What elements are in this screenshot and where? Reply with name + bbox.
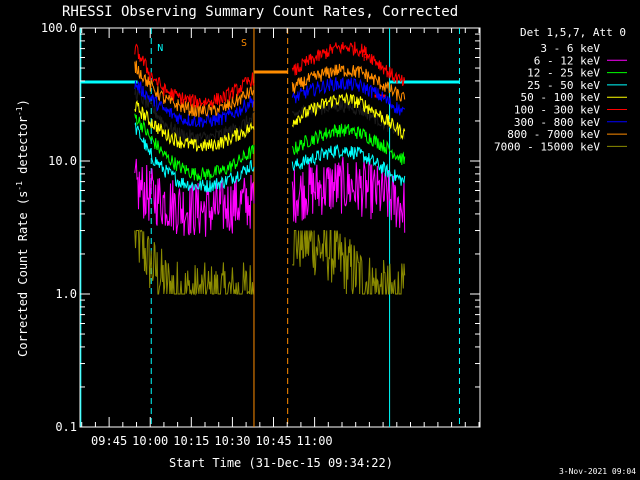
series-trace: [134, 92, 406, 152]
series-path: [134, 100, 255, 152]
legend-header: Det 1,5,7, Att 0: [520, 26, 626, 39]
x-tick-label: 10:00: [132, 434, 168, 448]
series-path: [291, 123, 406, 166]
series-path: [291, 76, 406, 116]
y-axis-label-sup: -1: [15, 181, 24, 191]
plot-frame: [79, 27, 481, 428]
y-tick-label: 0.1: [55, 420, 77, 434]
series-path: [291, 41, 406, 87]
series-trace: [134, 229, 406, 296]
legend-label: 800 - 7000 keV: [507, 128, 600, 141]
x-tick-label: 10:15: [173, 434, 209, 448]
legend-label: 300 - 800 keV: [514, 116, 600, 129]
y-axis-label-sup2: -1: [15, 106, 24, 116]
series-path: [291, 63, 406, 102]
y-axis-label: Corrected Count Rate (s-1 detector-1): [15, 99, 30, 357]
series-path: [134, 121, 255, 193]
marker-label: F: [363, 53, 369, 64]
series-path: [134, 60, 255, 118]
time-note: 3-Nov-2021 09:04: [559, 467, 636, 476]
x-tick-label: 10:30: [214, 434, 250, 448]
series-path: [291, 92, 406, 141]
y-tick-label: 1.0: [55, 287, 77, 301]
y-tick-label: 100.0: [41, 21, 77, 35]
series-path: [134, 43, 255, 108]
x-axis-label: Start Time (31-Dec-15 09:34:22): [169, 456, 393, 470]
x-tick-label: 10:45: [255, 434, 291, 448]
series-trace: [134, 121, 406, 193]
legend-label: 50 - 100 keV: [521, 91, 601, 104]
legend-label: 100 - 300 keV: [514, 104, 600, 117]
chart-title: RHESSI Observing Summary Count Rates, Co…: [62, 4, 458, 20]
series-trace: [134, 60, 406, 118]
series-trace: [134, 76, 406, 128]
y-axis-label-end: detector: [16, 116, 30, 181]
x-axis: 09:45 10:00 10:15 10:30 10:45 11:00: [81, 28, 480, 448]
series-path: [291, 229, 406, 295]
legend-label: 12 - 25 keV: [527, 67, 600, 80]
series-path: [134, 87, 255, 147]
series-path: [291, 144, 406, 186]
x-tick-label: 09:45: [91, 434, 127, 448]
legend-label: 25 - 50 keV: [527, 79, 600, 92]
observing-markers: N S F: [80, 28, 460, 427]
series-path: [134, 80, 255, 128]
series-path: [134, 229, 254, 296]
legend-label: 6 - 12 keV: [534, 54, 601, 67]
legend-label: 7000 - 15000 keV: [494, 140, 600, 153]
series-trace: [134, 41, 406, 108]
y-axis-label-main: Corrected Count Rate (s: [16, 191, 30, 357]
marker-label: S: [241, 38, 247, 49]
series-path: [134, 113, 255, 182]
y-tick-label: 10.0: [48, 154, 77, 168]
series-path: [291, 157, 406, 233]
series-trace: [134, 113, 406, 182]
y-axis-label-close: ): [16, 99, 30, 106]
legend-label: 3 - 6 keV: [540, 42, 600, 55]
marker-label: N: [157, 43, 163, 54]
series-path: [134, 158, 255, 237]
x-tick-label: 11:00: [297, 434, 333, 448]
series-trace: [134, 157, 406, 237]
series-layer: [134, 41, 406, 296]
